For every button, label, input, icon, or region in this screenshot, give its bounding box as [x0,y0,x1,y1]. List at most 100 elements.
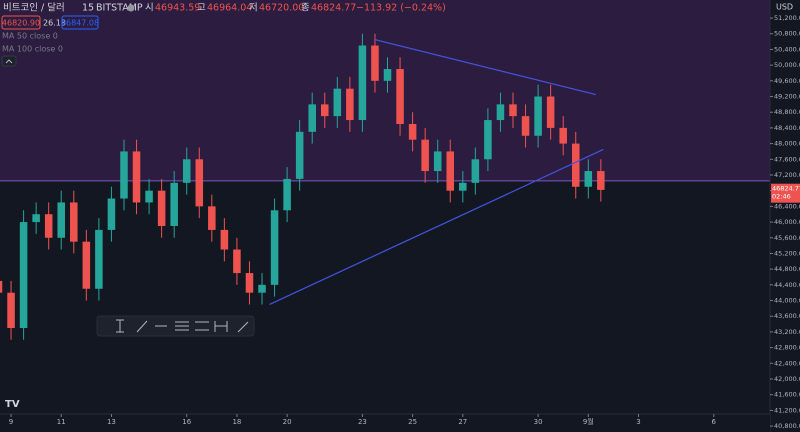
y-tick-label: 42,000.00 [774,375,800,383]
candle-body [559,127,567,144]
candle-body [245,273,254,293]
candle-body [44,214,53,238]
low-label: 저 [249,3,258,14]
x-tick-label: 3 [636,418,640,426]
candle-body [0,280,3,293]
candle-body [157,190,166,226]
y-tick-label: 47,600.00 [774,155,800,163]
candle-body [195,159,204,207]
y-tick-label: 50,400.00 [774,45,800,53]
y-tick-label: 46,400.00 [774,202,800,210]
bid: 46820.90 [2,19,40,28]
drawing-toolbar [96,315,255,337]
y-tick-label: 48,000.00 [774,140,800,148]
collapse-icon [5,59,13,64]
last-price-tag [771,183,800,203]
candle-body [170,182,178,226]
candle-body [571,143,580,187]
symbol: 비트코인 / 달러 [3,2,65,14]
candle-body [32,214,40,223]
open-label: 시 [145,3,154,14]
candle-body [496,104,505,121]
candle-body [270,210,279,285]
y-tick-label: 45,200.00 [774,249,800,257]
y-tick-label: 50,800.00 [774,30,800,38]
candle-body [446,151,455,191]
candle-body [371,45,379,81]
candle-body [333,88,342,117]
ask: 46847.08 [61,19,99,28]
x-tick-label: 27 [458,418,467,426]
candle-body [521,116,530,136]
x-tick-label: 6 [712,418,717,426]
x-tick-label: 18 [232,418,241,426]
bid-box[interactable] [1,15,41,30]
candle-body [584,171,593,187]
y-tick-label: 43,200.00 [774,328,800,336]
candle-body [346,88,354,121]
y-tick-label: 49,600.00 [774,77,800,85]
y-tick-label: 44,800.00 [774,265,800,273]
countdown: 02:46 [772,193,791,201]
candle-body [182,159,191,183]
trendline [269,148,604,305]
candle-body [220,229,229,250]
x-tick-label: 13 [107,418,116,426]
price-axis [770,0,800,432]
y-tick-label: 47,200.00 [774,171,800,179]
y-tick-label: 42,400.00 [774,359,800,367]
candle-body [258,284,266,293]
candle-body [107,198,116,230]
y-tick-label: 51,200.00 [774,14,800,22]
change: −113.92 (−0.24%) [356,3,446,14]
x-tick-label: 20 [283,418,292,426]
ma-100[interactable]: MA 100 close 0 [2,45,63,54]
candle-body [145,190,153,203]
candle-body [95,229,103,289]
exchange: BITSTAMP [96,3,143,14]
candle-body [283,178,291,211]
candle-body [7,292,15,328]
y-tick-label: 42,800.00 [774,344,800,352]
trendline [374,39,596,96]
candle-body [383,69,392,81]
candle-body [57,202,66,238]
toolbar-icons[interactable] [116,319,249,333]
candle-body [358,45,367,121]
logo: TV [5,399,20,410]
spread: 26.18 [43,19,66,28]
x-tick-label: 9 [9,418,13,426]
candle-body [546,96,555,128]
x-tick-label: 9월 [583,417,594,426]
candle-body [120,151,128,199]
currency[interactable]: USD [776,3,793,12]
last-price-label: 46824.77 [772,185,800,193]
candle-body [19,222,28,328]
candle-body [534,96,542,136]
candle-body [459,182,467,191]
ask-box[interactable] [61,15,99,30]
zone [0,0,770,181]
y-tick-label: 50,000.00 [774,61,800,69]
candle-body [208,206,216,230]
y-tick-label: 44,000.00 [774,297,800,305]
y-tick-label: 43,600.00 [774,312,800,320]
close-value: 46824.77 [311,3,356,14]
collapse-button[interactable] [1,55,17,67]
candle-body [433,151,442,172]
low-value: 46720.00 [259,3,304,14]
candle-body [295,131,304,179]
candle-body [70,202,78,242]
x-tick-label: 30 [534,418,543,426]
interval: 15 [82,3,94,14]
candle-body [471,159,480,183]
candle-body [82,241,91,289]
high-value: 46964.04 [207,3,252,14]
ma-50[interactable]: MA 50 close 0 [2,32,58,41]
candle-body [509,104,517,117]
status-dot[interactable] [127,4,135,12]
y-tick-label: 46,000.00 [774,218,800,226]
y-tick-label: 45,600.00 [774,234,800,242]
y-tick-label: 41,600.00 [774,391,800,399]
